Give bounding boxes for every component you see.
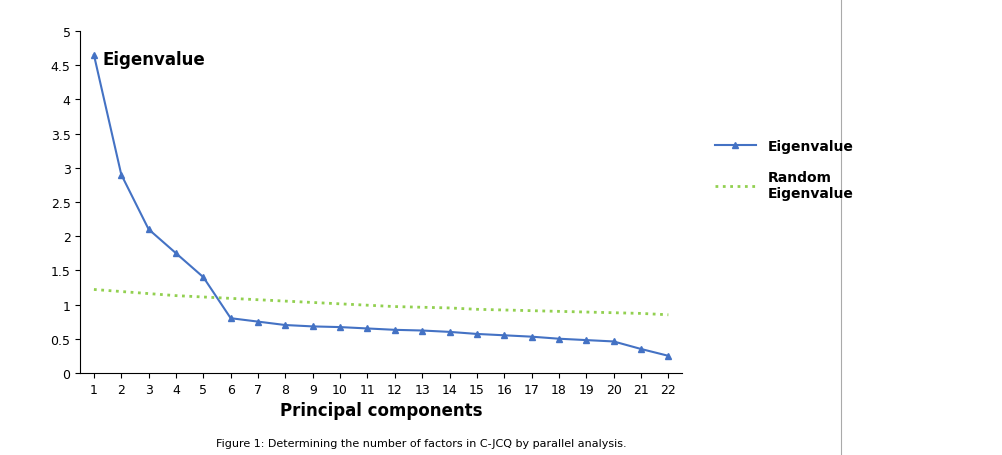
Eigenvalue <box>88 53 100 58</box>
X-axis label: Principal components: Principal components <box>280 401 482 419</box>
Eigenvalue <box>634 347 646 352</box>
Eigenvalue <box>470 331 482 337</box>
Eigenvalue <box>252 319 264 324</box>
Random
Eigenvalue <box>307 300 319 305</box>
Text: Figure 1: Determining the number of factors in C-JCQ by parallel analysis.: Figure 1: Determining the number of fact… <box>215 438 626 448</box>
Eigenvalue <box>224 316 236 321</box>
Eigenvalue <box>552 336 564 342</box>
Eigenvalue <box>334 324 346 330</box>
Eigenvalue <box>280 323 292 328</box>
Random
Eigenvalue <box>416 305 428 310</box>
Random
Eigenvalue <box>115 289 127 295</box>
Eigenvalue <box>115 172 127 178</box>
Random
Eigenvalue <box>280 298 292 304</box>
Eigenvalue <box>389 327 401 333</box>
Random
Eigenvalue <box>197 295 209 300</box>
Random
Eigenvalue <box>498 308 510 313</box>
Eigenvalue <box>661 353 673 359</box>
Line: Random
Eigenvalue: Random Eigenvalue <box>94 290 667 315</box>
Random
Eigenvalue <box>525 308 537 314</box>
Random
Eigenvalue <box>607 310 619 316</box>
Random
Eigenvalue <box>470 307 482 312</box>
Random
Eigenvalue <box>169 293 181 298</box>
Random
Eigenvalue <box>142 291 154 297</box>
Eigenvalue <box>142 227 154 233</box>
Eigenvalue <box>361 326 373 331</box>
Eigenvalue <box>607 339 619 344</box>
Legend: Eigenvalue, Random
Eigenvalue: Eigenvalue, Random Eigenvalue <box>708 134 858 206</box>
Eigenvalue <box>197 275 209 280</box>
Eigenvalue <box>498 333 510 338</box>
Line: Eigenvalue: Eigenvalue <box>90 52 671 359</box>
Random
Eigenvalue <box>580 309 592 315</box>
Eigenvalue <box>580 338 592 343</box>
Random
Eigenvalue <box>634 311 646 316</box>
Eigenvalue <box>443 329 455 335</box>
Random
Eigenvalue <box>361 303 373 308</box>
Eigenvalue <box>416 328 428 334</box>
Eigenvalue <box>307 324 319 329</box>
Random
Eigenvalue <box>661 312 673 318</box>
Random
Eigenvalue <box>552 309 564 314</box>
Random
Eigenvalue <box>443 306 455 311</box>
Eigenvalue <box>525 334 537 339</box>
Random
Eigenvalue <box>252 297 264 303</box>
Random
Eigenvalue <box>88 287 100 293</box>
Eigenvalue <box>169 251 181 256</box>
Random
Eigenvalue <box>224 296 236 301</box>
Text: Eigenvalue: Eigenvalue <box>102 51 204 69</box>
Random
Eigenvalue <box>389 304 401 309</box>
Random
Eigenvalue <box>334 301 346 307</box>
